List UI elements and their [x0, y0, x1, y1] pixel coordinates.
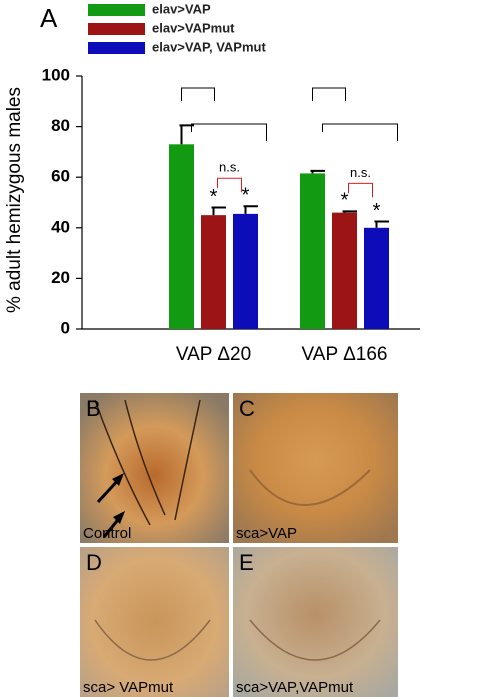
photo	[233, 393, 398, 543]
error-bar	[243, 205, 258, 214]
bar	[233, 213, 258, 329]
y-tick-label: 40	[51, 217, 70, 236]
panel-label: C	[239, 396, 255, 421]
significance-star: *	[242, 185, 250, 207]
legend-label: elav>VAP, VAPmut	[152, 39, 266, 54]
photo-panels	[80, 393, 398, 697]
y-tick-label: 100	[42, 65, 70, 84]
bar	[332, 212, 357, 329]
panel-caption: sca> VAPmut	[83, 679, 174, 696]
ns-bracket	[217, 177, 242, 193]
arrow-head	[112, 473, 124, 486]
arrow-head	[113, 511, 125, 524]
y-axis-label: % adult hemizygous males	[4, 87, 25, 313]
significance-star: *	[341, 190, 349, 212]
scutellum	[249, 469, 371, 506]
panel-label: E	[239, 550, 254, 575]
legend-label: elav>VAPmut	[152, 20, 235, 35]
comparison-bracket	[191, 123, 267, 141]
y-tick-label: 80	[51, 116, 70, 135]
ns-label: n.s.	[219, 160, 240, 175]
photo	[233, 547, 398, 697]
chart: 0 20 40 60 80 100 elav>VAP elav>VAPmut elav>VAP,…	[42, 1, 420, 365]
x-tick-label: VAP Δ20	[176, 344, 251, 365]
bar	[364, 227, 389, 329]
error-bar	[310, 169, 325, 174]
panel-label: A	[40, 3, 58, 33]
comparison-bracket	[312, 87, 346, 101]
ns-bracket	[348, 182, 373, 198]
panel-label: D	[86, 550, 102, 575]
panel-caption: sca>VAP	[236, 525, 297, 542]
panel-caption: sca>VAP,VAPmut	[236, 679, 354, 696]
photo	[80, 393, 229, 543]
bar	[300, 173, 325, 329]
bristles	[94, 399, 201, 526]
bar	[201, 215, 226, 329]
panel-caption: Control	[83, 525, 131, 542]
error-bar	[211, 206, 226, 216]
y-tick-label: 20	[51, 268, 70, 287]
bar	[169, 144, 194, 329]
significance-star: *	[373, 200, 381, 222]
y-tick-label: 60	[51, 167, 70, 186]
scutellum	[94, 619, 381, 661]
legend-swatch	[88, 42, 145, 54]
comparison-bracket	[322, 123, 398, 141]
y-tick-label: 0	[61, 318, 70, 337]
x-tick-label: VAP Δ166	[302, 344, 388, 365]
legend-swatch	[88, 4, 145, 16]
error-bar	[374, 220, 389, 228]
error-bar	[342, 210, 357, 213]
panel-label: B	[86, 396, 101, 421]
significance-star: *	[210, 186, 218, 208]
comparison-bracket	[181, 87, 215, 101]
legend-label: elav>VAP	[152, 1, 211, 16]
photo	[80, 547, 229, 697]
legend-swatch	[88, 23, 145, 35]
ns-label: n.s.	[350, 165, 371, 180]
